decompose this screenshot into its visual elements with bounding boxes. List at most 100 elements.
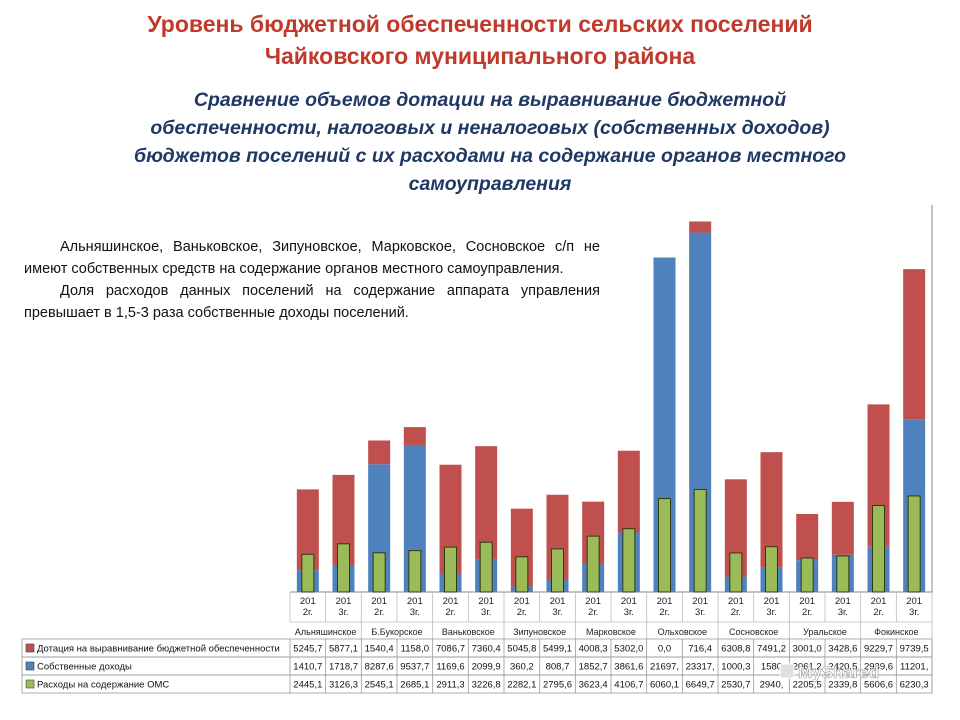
x-tick-label-year: 201 — [443, 596, 459, 607]
data-table-cell: 2445,1 — [293, 680, 322, 691]
chart-subtitle: Сравнение объемов дотации на выравнивани… — [40, 86, 940, 198]
data-table-cell: 716,4 — [688, 644, 712, 655]
x-tick-label-suffix: 2г. — [303, 607, 313, 618]
x-tick-label-year: 201 — [835, 596, 851, 607]
group-label: Зипуновское — [513, 627, 566, 637]
data-table-cell: 3226,8 — [472, 680, 501, 691]
bar-oms-expenses — [729, 552, 743, 593]
bar-oms-expenses — [586, 535, 600, 593]
legend-swatch — [25, 643, 35, 653]
bar-oms-expenses — [479, 541, 493, 593]
x-tick-label-year: 201 — [478, 596, 494, 607]
data-table-cell: 0,0 — [658, 644, 671, 655]
legend-entry: Расходы на содержание ОМС — [37, 680, 169, 691]
x-tick-label-suffix: 2г. — [517, 607, 527, 618]
data-table-cell: 3126,3 — [329, 680, 358, 691]
x-tick-label-suffix: 2г. — [374, 607, 384, 618]
x-tick-label-year: 201 — [799, 596, 815, 607]
group-label: Уральское — [803, 627, 847, 637]
bar-oms-expenses — [408, 550, 422, 593]
x-tick-label-suffix: 2г. — [802, 607, 812, 618]
data-table-cell: 21697, — [650, 662, 679, 673]
data-table-cell: 2940, — [760, 680, 784, 691]
data-table-cell: 7086,7 — [436, 644, 465, 655]
bar-subsidy — [903, 269, 926, 420]
data-table-cell: 9229,7 — [864, 644, 893, 655]
bar-subsidy — [831, 501, 854, 555]
subtitle-line-1: Сравнение объемов дотации на выравнивани… — [193, 89, 787, 111]
note-paragraph-1: Альняшинское, Ваньковское, Зипуновское, … — [24, 239, 600, 277]
x-tick-label-suffix: 3г. — [766, 607, 776, 618]
bar-subsidy — [617, 450, 640, 533]
x-tick-label-year: 201 — [407, 596, 423, 607]
data-table-cell: 1852,7 — [579, 662, 608, 673]
data-table-cell: 2205,5 — [793, 680, 822, 691]
x-tick-label-suffix: 3г. — [909, 607, 919, 618]
data-table-cell: 7491,2 — [757, 644, 786, 655]
data-table-cell: 1540,4 — [365, 644, 394, 655]
data-table-cell: 360,2 — [510, 662, 534, 673]
x-tick-label-year: 201 — [300, 596, 316, 607]
watermark-text: MyShared — [798, 663, 879, 682]
group-label: Фокинское — [874, 627, 918, 637]
x-tick-label-suffix: 3г. — [410, 607, 420, 618]
x-tick-label-suffix: 3г. — [552, 607, 562, 618]
bar-subsidy — [796, 513, 819, 561]
data-table-cell: 1000,3 — [721, 662, 750, 673]
x-tick-label-year: 201 — [906, 596, 922, 607]
data-table-cell: 3428,6 — [828, 644, 857, 655]
bar-oms-expenses — [693, 488, 707, 593]
x-tick-label-year: 201 — [764, 596, 780, 607]
legend-swatch — [25, 661, 35, 671]
x-tick-label-suffix: 2г. — [588, 607, 598, 618]
bar-oms-expenses — [800, 557, 814, 593]
x-tick-label-suffix: 3г. — [624, 607, 634, 618]
x-tick-label-year: 201 — [514, 596, 530, 607]
data-table-cell: 2545,1 — [365, 680, 394, 691]
bar-subsidy — [760, 452, 783, 568]
note-paragraph-2: Доля расходов данных поселений на содерж… — [24, 283, 600, 321]
bar-oms-expenses — [444, 546, 457, 593]
bar-oms-expenses — [337, 543, 350, 593]
x-tick-label-year: 201 — [371, 596, 387, 607]
data-table-cell: 2911,3 — [436, 680, 464, 691]
x-tick-label-suffix: 3г. — [695, 607, 705, 618]
data-table-cell: 5499,1 — [543, 644, 572, 655]
data-table-cell: 1158,0 — [401, 644, 429, 655]
group-label: Ваньковское — [442, 627, 495, 637]
data-table-cell: 2061,2 — [793, 662, 822, 673]
x-tick-label-year: 201 — [871, 596, 887, 607]
data-table-cell: 5877,1 — [329, 644, 358, 655]
x-tick-label-year: 201 — [621, 596, 637, 607]
data-table-cell: 7360,4 — [472, 644, 501, 655]
data-table-cell: 2282,1 — [507, 680, 536, 691]
bar-oms-expenses — [872, 505, 885, 593]
legend-swatch — [25, 679, 35, 689]
title-line-1: Уровень бюджетной обеспеченности сельски… — [147, 11, 813, 37]
subtitle-line-4: самоуправления — [408, 173, 572, 195]
bar-oms-expenses — [515, 556, 529, 593]
subtitle-line-3: бюджетов поселений с их расходами на сод… — [134, 145, 846, 167]
data-table-cell: 6230,3 — [900, 680, 929, 691]
bar-oms-expenses — [836, 555, 850, 593]
data-table-cell: 23317, — [686, 662, 715, 673]
data-table-cell: 9739,5 — [900, 644, 929, 655]
bar-subsidy — [475, 446, 498, 560]
data-table-cell: 5606,6 — [864, 680, 893, 691]
x-tick-label-suffix: 3г. — [338, 607, 348, 618]
data-table-cell: 1169,6 — [436, 662, 464, 673]
x-tick-label-year: 201 — [657, 596, 673, 607]
x-tick-label-year: 201 — [550, 596, 566, 607]
x-tick-label-suffix: 2г. — [731, 607, 741, 618]
bar-subsidy — [403, 427, 426, 445]
data-table-cell: 11201, — [900, 662, 928, 673]
data-table-cell: 6649,7 — [686, 680, 715, 691]
data-table-cell: 1410,7 — [293, 662, 322, 673]
bar-oms-expenses — [658, 498, 671, 593]
x-tick-label-suffix: 3г. — [481, 607, 491, 618]
data-table-cell: 808,7 — [546, 662, 570, 673]
group-label: Б.Букорское — [371, 627, 422, 637]
data-table-cell: 5045,8 — [507, 644, 536, 655]
data-table-cell: 5302,0 — [614, 644, 643, 655]
